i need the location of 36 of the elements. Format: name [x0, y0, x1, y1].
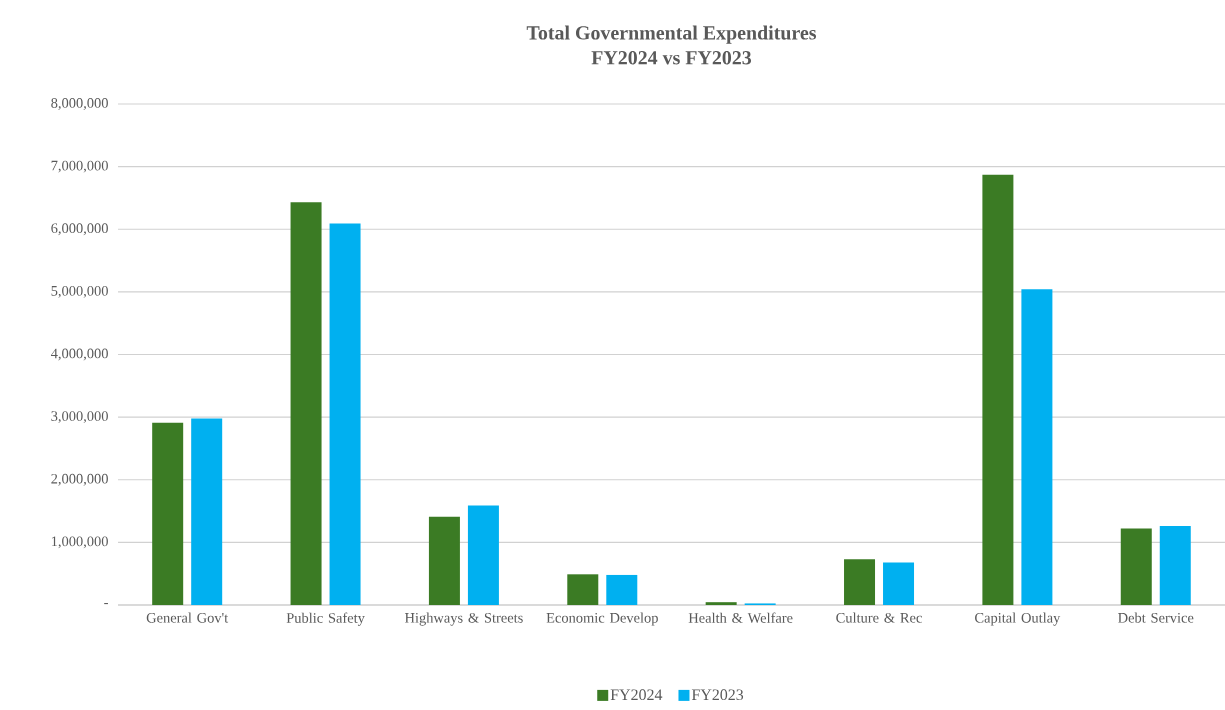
x-tick-label: Debt Service: [1118, 612, 1194, 623]
bar: [329, 223, 361, 605]
bar: [705, 602, 737, 605]
bar: [467, 505, 499, 605]
y-tick-label: 5,000,000: [51, 285, 108, 298]
y-tick-label: 7,000,000: [51, 160, 108, 173]
x-tick-label: Public Safety: [286, 612, 365, 626]
y-tick-label: 4,000,000: [50, 348, 108, 361]
y-tick-label: 2,000,000: [51, 473, 108, 486]
bar: [152, 422, 184, 605]
bar: [1021, 289, 1053, 605]
x-tick-label: Capital Outlay: [975, 612, 1061, 626]
bar: [567, 574, 599, 605]
y-tick-label: -: [104, 603, 108, 605]
bar: [290, 202, 322, 605]
x-tick-label: General Gov't: [146, 612, 229, 623]
y-tick-label: 1,000,000: [51, 536, 108, 549]
chart-subtitle: FY2024 vs FY2023: [591, 51, 752, 65]
chart-title: Total Governmental Expenditures: [526, 25, 817, 44]
bar: [1120, 528, 1152, 605]
bar: [606, 574, 638, 605]
bar: [982, 174, 1014, 605]
x-tick-label: Economic Develop: [546, 612, 658, 626]
bar: [428, 516, 460, 605]
x-tick-label: Highways & Streets: [404, 612, 523, 626]
y-tick-label: 8,000,000: [51, 98, 108, 110]
bar: [1159, 526, 1191, 605]
legend-label: FY2024: [610, 689, 663, 701]
bar: [883, 562, 915, 605]
x-tick-label: Culture & Rec: [836, 612, 922, 623]
bar: [191, 418, 223, 605]
x-tick-label: Health & Welfare: [688, 612, 793, 623]
y-tick-label: 6,000,000: [51, 223, 108, 236]
bar: [844, 559, 876, 605]
legend-label: FY2023: [691, 689, 744, 701]
y-tick-label: 3,000,000: [51, 411, 108, 424]
